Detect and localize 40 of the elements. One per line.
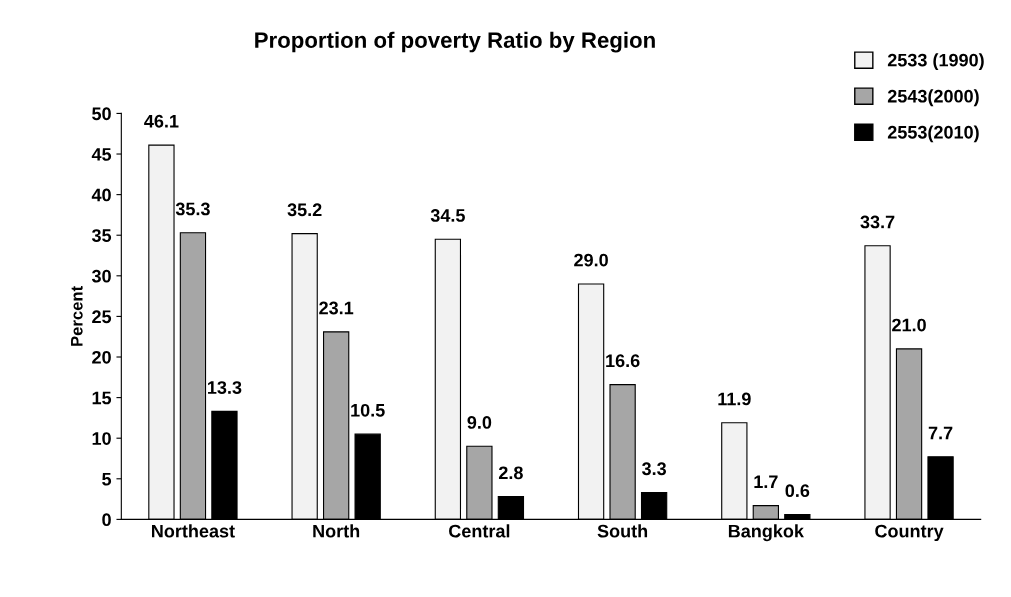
x-tick-label: Bangkok xyxy=(728,524,804,542)
y-tick-label: 50 xyxy=(92,107,111,121)
data-label: 46.1 xyxy=(144,114,179,128)
y-tick-label: 30 xyxy=(91,269,111,283)
data-label: 33.7 xyxy=(860,215,895,229)
data-label: 2.8 xyxy=(498,466,523,480)
y-tick-label: 45 xyxy=(91,148,112,161)
data-label: 23.1 xyxy=(319,301,354,315)
data-label: 35.3 xyxy=(175,202,210,216)
data-label: 3.3 xyxy=(641,462,667,476)
x-tick-label: Country xyxy=(875,524,944,542)
y-tick-label: 15 xyxy=(92,391,112,405)
data-label: 29.0 xyxy=(574,253,608,267)
y-tick-label: 5 xyxy=(102,472,112,486)
data-label: 34.5 xyxy=(430,209,465,222)
data-label: 10.5 xyxy=(351,403,385,417)
y-tick-label: 35 xyxy=(91,229,112,242)
data-label: 13.3 xyxy=(208,381,242,394)
data-label: 7.7 xyxy=(928,426,953,440)
legend-label: 2553(2010) xyxy=(887,125,979,143)
y-tick-label: 10 xyxy=(92,432,111,445)
legend-label: 2533 (1990) xyxy=(887,53,984,71)
y-tick-label: 25 xyxy=(92,310,112,324)
data-label: 11.9 xyxy=(718,392,751,406)
legend-label: 2543(2000) xyxy=(887,89,979,107)
data-label: 16.6 xyxy=(606,354,640,368)
data-label: 0.6 xyxy=(785,484,810,498)
data-label: 9.0 xyxy=(467,416,492,429)
data-label: 21.0 xyxy=(892,318,926,332)
y-tick-label: 0 xyxy=(102,513,111,527)
x-tick-label: Northeast xyxy=(152,524,235,538)
y-tick-label: 40 xyxy=(91,188,111,202)
y-tick-label: 20 xyxy=(92,350,111,364)
x-tick-label: North xyxy=(313,524,360,538)
x-tick-label: Central xyxy=(449,524,510,538)
data-label: 35.2 xyxy=(287,203,322,217)
chart-title: Proportion of poverty Ratio by Region xyxy=(255,31,655,53)
x-tick-label: South xyxy=(597,524,648,538)
data-label: 1.7 xyxy=(754,475,778,488)
y-axis-title: Percent xyxy=(71,286,83,346)
